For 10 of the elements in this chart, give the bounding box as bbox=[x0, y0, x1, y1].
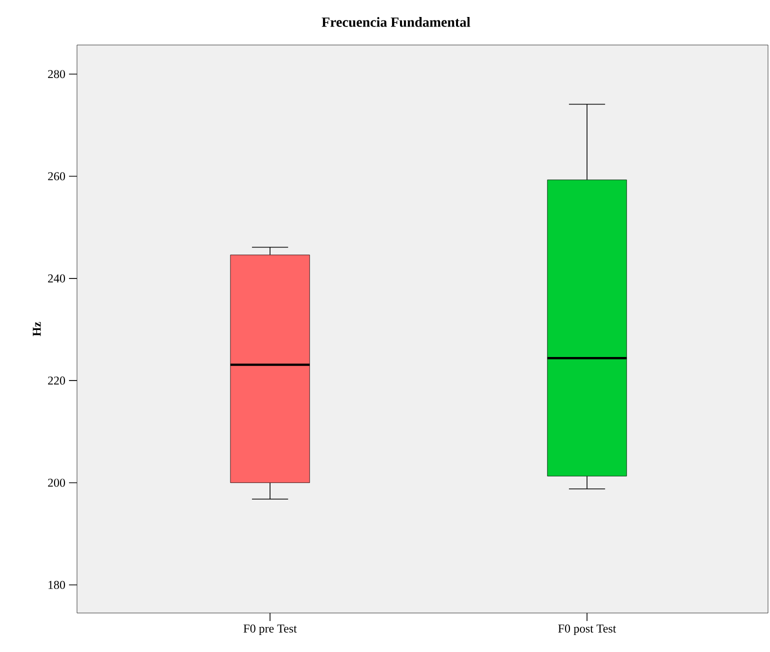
x-tick-label: F0 pre Test bbox=[244, 624, 297, 636]
y-tick-label: 240 bbox=[48, 274, 66, 282]
y-tick-label: 200 bbox=[48, 478, 66, 487]
y-tick-label: 260 bbox=[48, 172, 66, 180]
y-tick-label: 180 bbox=[48, 580, 66, 589]
x-tick-label: F0 post Test bbox=[558, 624, 616, 636]
y-tick-label: 220 bbox=[48, 376, 66, 385]
chart-title: Frecuencia Fundamental bbox=[322, 17, 470, 27]
y-axis-title: Hz bbox=[32, 322, 41, 336]
y-tick-label: 280 bbox=[48, 70, 66, 78]
